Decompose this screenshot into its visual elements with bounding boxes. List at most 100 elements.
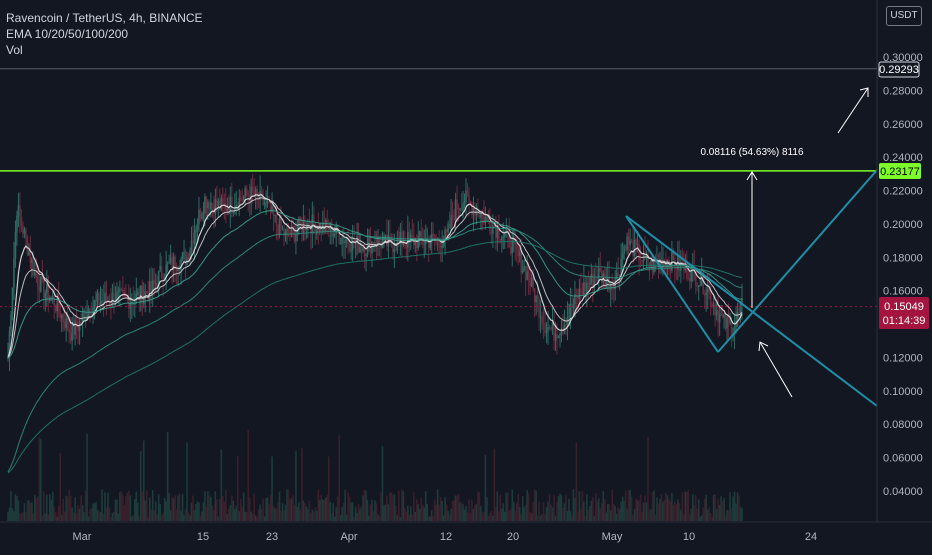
volume-bar xyxy=(29,502,32,521)
volume-bar xyxy=(648,509,651,521)
candle-body xyxy=(299,218,302,224)
top-price-tag-text: 0.29293 xyxy=(879,64,919,76)
y-tick-label: 0.16000 xyxy=(883,286,923,298)
candle-body xyxy=(638,244,640,261)
volume-bar xyxy=(614,506,616,521)
volume-bar xyxy=(338,435,340,521)
volume-bar xyxy=(238,511,241,521)
volume-bar xyxy=(471,499,473,521)
candle-body xyxy=(290,225,293,236)
candle-body xyxy=(389,235,391,238)
candle-body xyxy=(216,199,218,206)
volume-bar xyxy=(308,500,311,521)
volume-bar xyxy=(93,503,96,521)
volume-bar xyxy=(251,513,254,521)
candle-body xyxy=(411,234,414,237)
volume-bar xyxy=(396,515,399,521)
candle-body xyxy=(515,244,518,250)
candle-body xyxy=(120,288,123,290)
candle-body xyxy=(154,282,157,284)
candle-body xyxy=(204,196,206,214)
candle-body xyxy=(98,293,100,306)
volume-bar xyxy=(327,456,330,521)
candle-body xyxy=(226,208,229,211)
candle-body xyxy=(160,266,163,278)
volume-bar xyxy=(134,499,136,521)
candle-body xyxy=(594,278,597,280)
legend-volume[interactable]: Vol xyxy=(6,43,23,57)
candle-body xyxy=(501,237,503,241)
candle-body xyxy=(629,240,631,245)
candle-body xyxy=(612,284,615,290)
volume-bar xyxy=(453,500,455,521)
candle-body xyxy=(420,231,423,239)
volume-bar xyxy=(138,516,141,521)
volume-bar xyxy=(227,508,230,521)
volume-bar xyxy=(286,489,288,521)
volume-bar xyxy=(593,515,596,521)
target-arrow-head xyxy=(859,87,869,97)
candle-body xyxy=(266,201,269,203)
legend-ema[interactable]: EMA 10/20/50/100/200 xyxy=(6,27,129,41)
volume-bar xyxy=(571,515,573,521)
volume-bar xyxy=(181,493,184,521)
volume-bar xyxy=(8,507,11,521)
volume-bar xyxy=(211,505,214,521)
candle-body xyxy=(471,203,473,215)
candle-body xyxy=(483,214,485,223)
volume-bar xyxy=(233,509,236,521)
x-tick-label: Apr xyxy=(340,531,357,543)
volume-bar xyxy=(265,498,267,521)
ema-line-200 xyxy=(7,240,743,474)
candle-body xyxy=(314,224,317,235)
volume-bar xyxy=(545,507,548,521)
volume-bar xyxy=(560,494,563,521)
volume-bar xyxy=(700,515,703,521)
volume-bar xyxy=(135,491,138,521)
candle-body xyxy=(339,243,342,245)
candle-body xyxy=(142,296,145,304)
candle-body xyxy=(92,306,94,315)
candle-body xyxy=(542,323,545,325)
candle-body xyxy=(687,277,690,279)
volume-bar xyxy=(87,516,90,521)
candle-body xyxy=(14,232,17,259)
volume-bar xyxy=(518,506,521,521)
candle-body xyxy=(660,258,663,269)
volume-bar xyxy=(13,511,15,521)
volume-bar xyxy=(535,490,537,521)
volume-bar xyxy=(657,503,660,521)
volume-bar xyxy=(148,497,151,521)
candle-body xyxy=(711,304,713,306)
volume-bar xyxy=(626,508,628,521)
candle-body xyxy=(395,249,397,251)
candle-body xyxy=(19,205,21,217)
volume-bar xyxy=(702,507,705,521)
time-axis[interactable]: Mar 15 23 Apr 12 20 May 10 24 xyxy=(73,531,818,543)
volume-bar xyxy=(145,490,148,521)
candle-body xyxy=(569,303,572,317)
volume-bar xyxy=(602,491,605,521)
ema-line-50 xyxy=(7,209,742,359)
candle-body xyxy=(621,253,624,260)
volume-bar xyxy=(225,489,227,521)
candle-body xyxy=(489,221,491,231)
candle-body xyxy=(44,293,47,299)
volume-bar xyxy=(101,489,103,521)
volume-bar xyxy=(427,515,430,521)
volume-bar xyxy=(278,491,281,521)
volume-bar xyxy=(690,508,693,521)
candle-body xyxy=(644,252,646,258)
volume-bar xyxy=(268,504,270,521)
currency-button[interactable]: USDT xyxy=(886,6,922,26)
volume-bar xyxy=(677,499,679,521)
volume-bar xyxy=(596,501,599,521)
volume-bar xyxy=(375,503,378,521)
candle-body xyxy=(77,327,79,331)
volume-bar xyxy=(75,513,78,521)
candle-body xyxy=(129,302,132,309)
legend-symbol[interactable]: Ravencoin / TetherUS, 4h, BINANCE xyxy=(6,11,203,25)
volume-bar xyxy=(111,512,114,521)
